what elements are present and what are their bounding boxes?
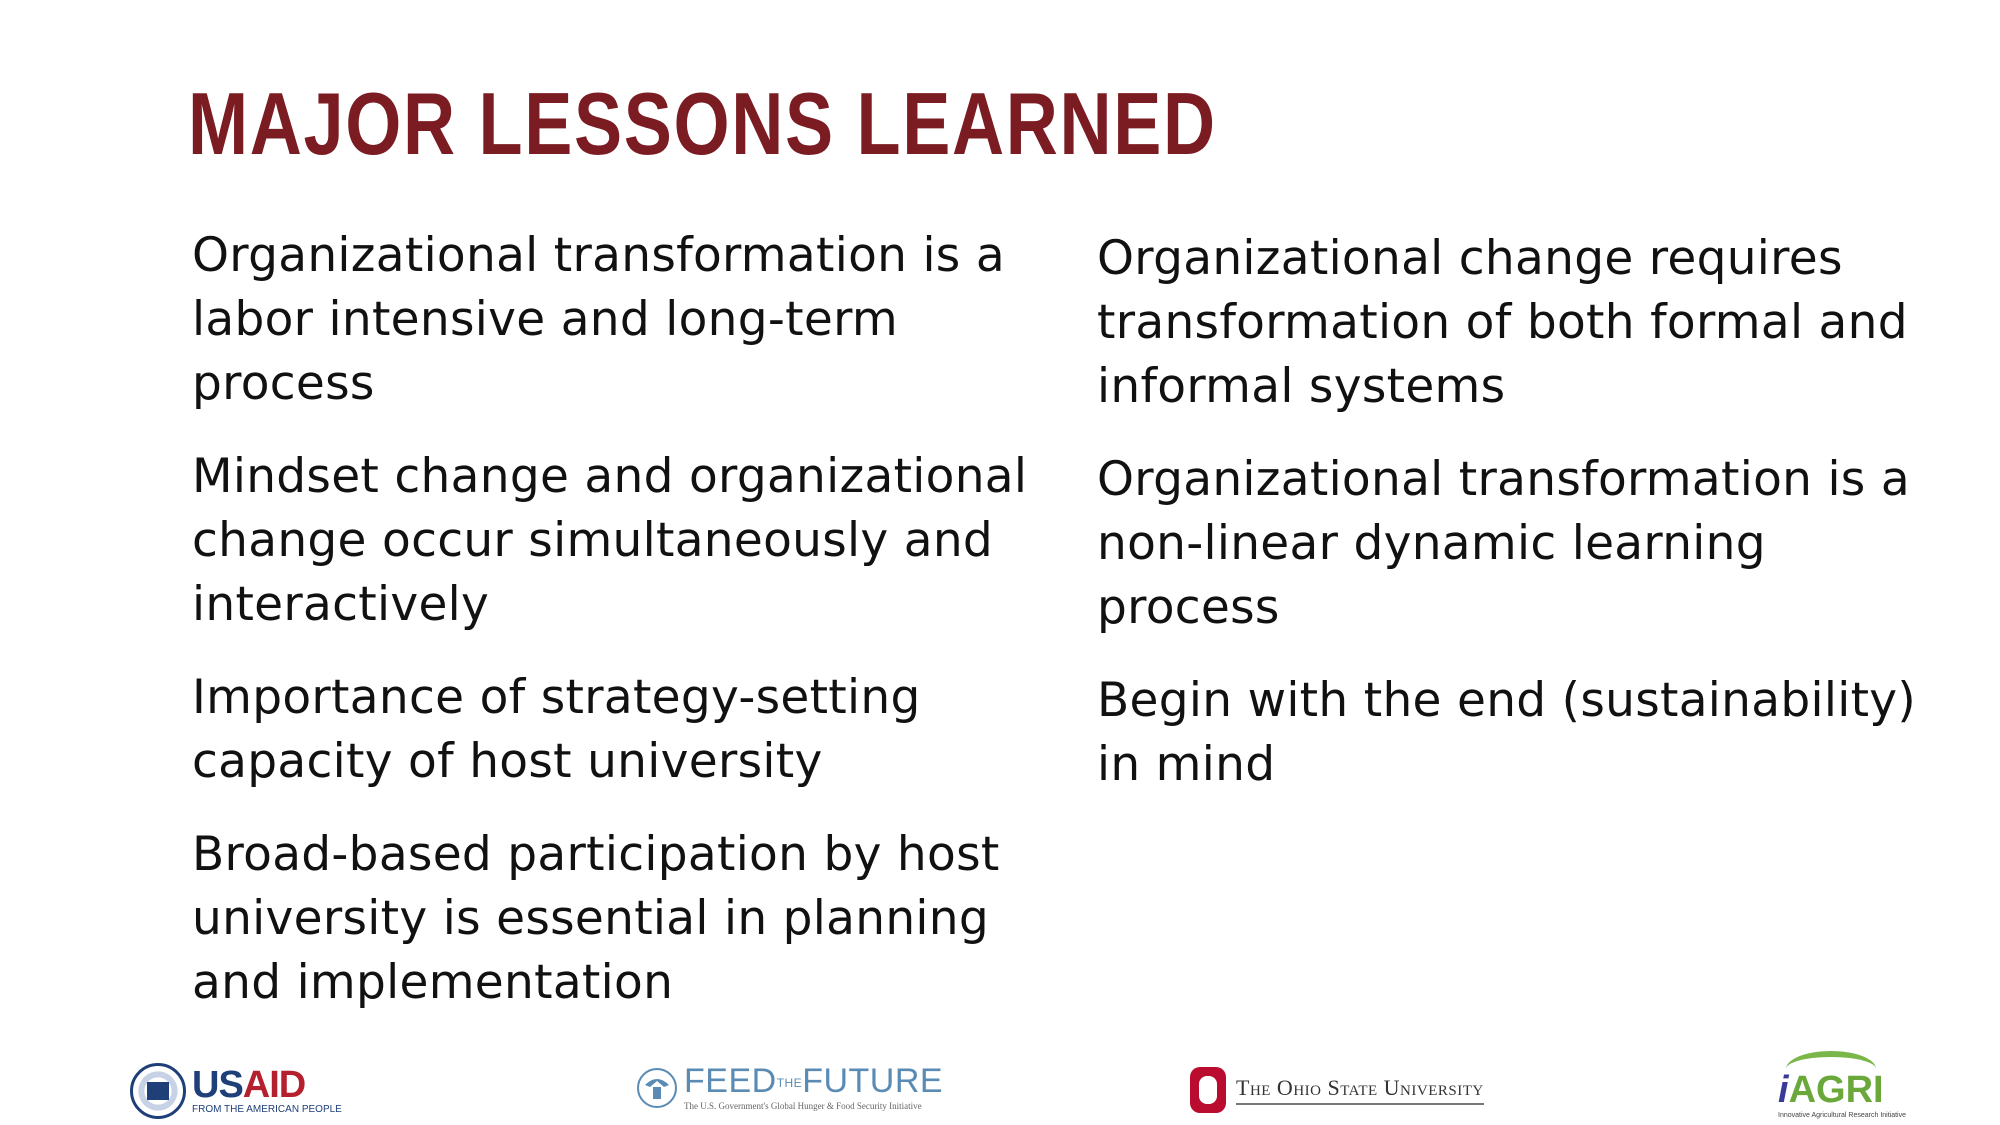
left-lessons-column: Organizational transformation is a labor…: [192, 224, 1052, 1044]
usaid-wordmark: USAID: [192, 1064, 306, 1106]
lesson-item: Mindset change and organizational change…: [192, 449, 1028, 632]
usaid-tagline: FROM THE AMERICAN PEOPLE: [192, 1104, 342, 1115]
feed-the-future-wordmark: FEEDTHEFUTURE: [684, 1062, 944, 1100]
footer-logos: USAID FROM THE AMERICAN PEOPLE FEEDTHEFU…: [0, 1051, 2000, 1125]
usaid-logo: USAID FROM THE AMERICAN PEOPLE: [130, 1063, 342, 1119]
usaid-seal-icon: [130, 1063, 186, 1119]
right-lessons-column: Organizational change requires transform…: [1097, 227, 1957, 826]
iagri-logo: iAGRI Innovative Agricultural Research I…: [1778, 1051, 1907, 1120]
lesson-item: Broad-based participation by host univer…: [192, 827, 1000, 1010]
ohio-state-logo: The Ohio State University: [1190, 1067, 1484, 1113]
feed-the-future-logo: FEEDTHEFUTURE The U.S. Government's Glob…: [636, 1063, 943, 1112]
lesson-item: Organizational change requires transform…: [1097, 231, 1908, 414]
lesson-item: Begin with the end (sustainability) in m…: [1097, 673, 1917, 792]
lesson-item: Organizational transformation is a labor…: [192, 228, 1005, 411]
lesson-item: Importance of strategy-setting capacity …: [192, 670, 921, 789]
lesson-item: Organizational transformation is a non-l…: [1097, 452, 1910, 635]
feed-the-future-tagline: The U.S. Government's Global Hunger & Fo…: [684, 1101, 922, 1112]
iagri-tagline: Innovative Agricultural Research Initiat…: [1778, 1112, 1907, 1119]
us-seal-icon: [637, 1067, 677, 1108]
iagri-arc-icon: [1786, 1051, 1876, 1087]
block-o-icon: [1190, 1067, 1226, 1113]
slide-title: MAJOR LESSONS LEARNED: [188, 74, 1217, 173]
ohio-state-wordmark: The Ohio State University: [1236, 1075, 1484, 1105]
